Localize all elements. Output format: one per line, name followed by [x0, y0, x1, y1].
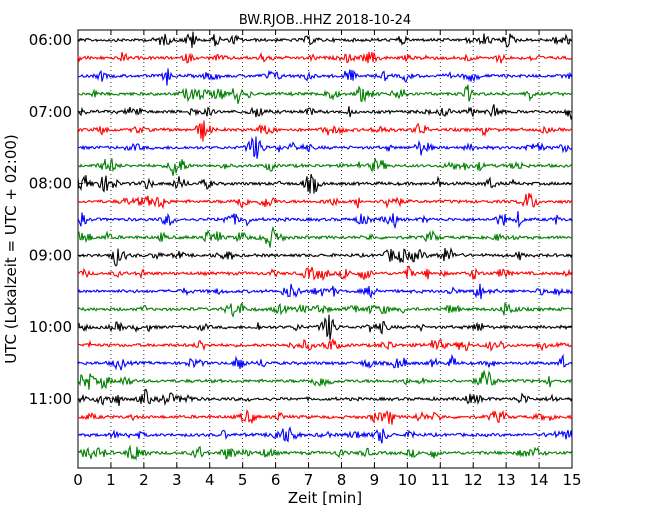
x-tick-label: 2: [139, 471, 149, 489]
x-tick-label: 15: [562, 471, 581, 489]
x-tick-label: 6: [271, 471, 281, 489]
trace-0800: [77, 173, 573, 194]
trace-1100: [77, 388, 573, 407]
x-tick-label: 5: [238, 471, 248, 489]
x-tick-label: 0: [73, 471, 83, 489]
x-tick-label: 10: [398, 471, 417, 489]
x-tick-label: 4: [205, 471, 215, 489]
x-tick-label: 1: [106, 471, 116, 489]
seismic-traces: [77, 31, 573, 461]
y-tick-label: 09:00: [29, 246, 72, 264]
trace-0845: [77, 225, 573, 248]
y-axis-label: UTC (Lokalzeit = UTC + 02:00): [2, 134, 20, 364]
trace-1115: [77, 409, 573, 425]
trace-0615: [77, 51, 573, 64]
trace-0900: [77, 246, 573, 267]
trace-0715: [77, 120, 573, 142]
trace-0830: [77, 211, 573, 230]
trace-0930: [77, 283, 573, 300]
y-axis-ticks: 06:00 07:00 08:00 09:00 10:00 11:00: [29, 31, 572, 408]
trace-1000: [77, 314, 573, 340]
x-tick-label: 7: [304, 471, 314, 489]
trace-0700: [77, 104, 573, 121]
x-tick-label: 3: [172, 471, 182, 489]
plot-frame: [77, 29, 573, 469]
trace-1045: [77, 370, 573, 390]
trace-1130: [77, 426, 573, 444]
y-tick-label: 10:00: [29, 318, 72, 336]
trace-0745: [77, 158, 573, 176]
trace-0645: [77, 84, 573, 104]
x-tick-label: 14: [530, 471, 549, 489]
x-axis-ticks: 0 1 2 3 4 5 6 7 8 9 10 11 12 13 14 15: [73, 30, 582, 489]
x-tick-label: 11: [431, 471, 450, 489]
trace-0600: [77, 31, 573, 48]
x-tick-label: 8: [337, 471, 347, 489]
trace-1030: [77, 353, 573, 371]
trace-0915: [77, 265, 573, 282]
x-tick-label: 9: [370, 471, 380, 489]
trace-1015: [77, 337, 573, 352]
y-tick-label: 06:00: [29, 31, 72, 49]
y-tick-label: 07:00: [29, 103, 72, 121]
trace-1145: [77, 444, 573, 461]
trace-0730: [77, 136, 573, 159]
trace-0815: [77, 192, 573, 210]
trace-0630: [77, 68, 573, 86]
y-tick-label: 08:00: [29, 175, 72, 193]
x-tick-label: 12: [464, 471, 483, 489]
chart-title: BW.RJOB..HHZ 2018-10-24: [239, 13, 411, 28]
y-tick-label: 11:00: [29, 390, 72, 408]
trace-0945: [77, 301, 573, 318]
x-axis-label: Zeit [min]: [288, 489, 362, 507]
x-tick-label: 13: [497, 471, 516, 489]
